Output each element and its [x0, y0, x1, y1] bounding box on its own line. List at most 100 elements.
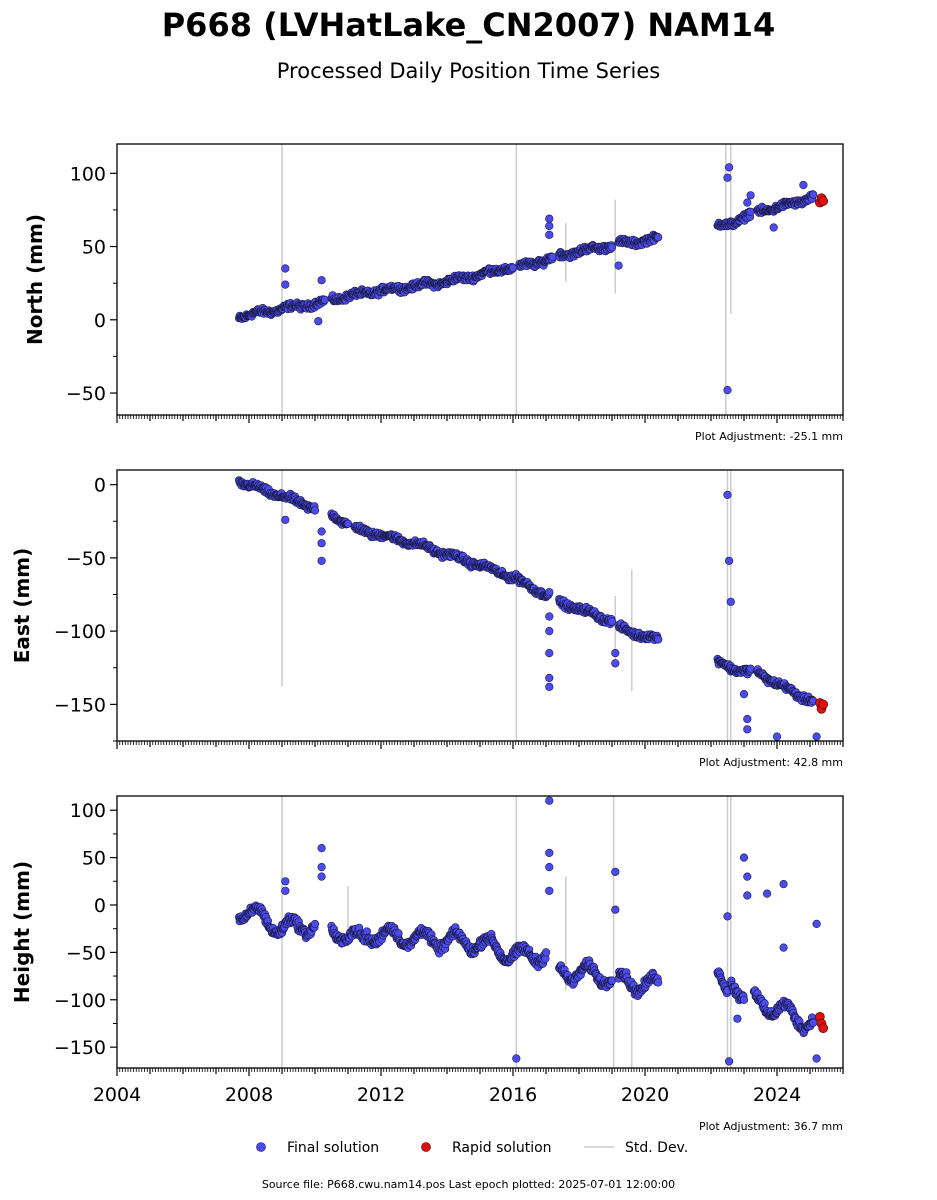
final-solution-point	[310, 919, 320, 929]
final-solution-point	[611, 867, 620, 876]
y-tick-label: −50	[66, 383, 106, 405]
final-solution-point	[317, 556, 326, 565]
final-solution-point	[812, 1054, 821, 1063]
final-solution-point	[733, 1014, 742, 1023]
final-solution-point	[607, 243, 617, 252]
final-solution-point	[545, 682, 554, 691]
final-solution-point	[281, 877, 290, 886]
final-solution-point	[545, 626, 554, 636]
y-axis-label: North (mm)	[23, 214, 47, 345]
final-solution-point	[739, 689, 749, 699]
panel-height: 100 50 0 −50 −100 −150 2004 2008 2012 2016 2020 202…	[10, 795, 844, 1133]
final-solution-point	[723, 912, 732, 921]
x-tick-label: 2016	[489, 1084, 537, 1106]
final-solution-point	[545, 230, 554, 239]
final-solution-point	[317, 276, 326, 285]
final-solution-point	[545, 862, 554, 872]
final-solution-point	[743, 714, 752, 724]
final-solution-point	[545, 588, 554, 597]
final-solution-point	[545, 221, 554, 231]
source-footer: Source file: P668.cwu.nam14.pos Last epo…	[262, 1178, 675, 1191]
panel-north: 100 50 0 −50 North (mm) Plot Adjustment: -25.…	[23, 143, 844, 443]
final-solution-point	[317, 843, 326, 853]
axes-frame	[116, 795, 844, 1069]
final-solution-point	[654, 233, 663, 242]
y-tick-label: −100	[54, 990, 106, 1012]
final-solution-point	[317, 527, 326, 536]
y-tick-label: −50	[66, 942, 106, 964]
final-solution-point	[317, 872, 326, 881]
final-solution-point	[769, 223, 778, 232]
final-solution-point	[541, 948, 551, 957]
final-solution-point	[611, 905, 620, 914]
final-solution-point	[799, 180, 808, 190]
y-tick-label: −100	[54, 621, 106, 643]
figure-title: P668 (LVHatLake_CN2007) NAM14	[162, 6, 776, 44]
final-solution-point	[779, 943, 788, 952]
final-solution-point	[743, 725, 752, 734]
final-solution-point	[762, 889, 772, 898]
final-solution-point	[611, 648, 620, 658]
final-solution-point	[281, 264, 290, 273]
final-solution-point	[545, 648, 554, 658]
final-solution-point	[654, 635, 663, 644]
rapid-solution-point	[818, 699, 829, 710]
final-solution-point	[545, 886, 554, 895]
figure-subtitle: Processed Daily Position Time Series	[277, 59, 661, 83]
legend-final-label: Final solution	[287, 1140, 379, 1156]
final-solution-point	[812, 732, 821, 741]
y-axis-label: Height (mm)	[10, 861, 34, 1003]
plot-area	[235, 796, 829, 1068]
final-solution-point	[508, 263, 518, 272]
y-tick-label: 0	[94, 310, 106, 332]
legend-rapid-label: Rapid solution	[452, 1140, 552, 1156]
final-solution-point	[739, 995, 749, 1004]
plot-adjustment-label: Plot Adjustment: 36.7 mm	[699, 1120, 843, 1133]
y-tick-label: 0	[94, 475, 106, 497]
final-solution-point	[779, 879, 788, 889]
final-solution-point	[724, 556, 734, 565]
final-solution-point	[314, 317, 323, 326]
final-solution-point	[812, 919, 821, 929]
y-tick-label: 100	[70, 800, 106, 822]
final-solution-point	[512, 1054, 521, 1063]
final-solution-point	[545, 214, 554, 223]
panel-east: 0 −50 −100 −150 East (mm) Plot Adjustment: 42…	[10, 469, 844, 769]
final-solution-point	[545, 673, 554, 683]
final-solution-point	[723, 386, 732, 395]
x-tick-label: 2004	[93, 1084, 141, 1106]
final-solution-point	[746, 191, 755, 200]
final-solution-point	[723, 490, 732, 500]
final-solution-point	[724, 1057, 734, 1066]
final-solution-point	[724, 163, 734, 172]
final-solution-point	[545, 612, 554, 621]
y-tick-label: −150	[54, 694, 106, 716]
final-solution-point	[743, 198, 752, 207]
y-axis-label: East (mm)	[10, 548, 34, 664]
x-tick-label: 2024	[753, 1084, 801, 1106]
panels: 100 50 0 −50 North (mm) Plot Adjustment: -25.…	[10, 143, 844, 1133]
rapid-solution-point	[818, 196, 829, 206]
rapid-solution-point	[818, 1023, 829, 1033]
plot-area	[235, 144, 829, 415]
final-solution-point	[739, 853, 749, 862]
final-solution-point	[607, 617, 617, 626]
final-solution-point	[611, 659, 620, 668]
plot-area	[235, 470, 829, 741]
y-tick-label: 50	[82, 237, 106, 259]
y-tick-label: −50	[66, 548, 106, 570]
axes-frame	[116, 469, 844, 742]
final-solution-point	[726, 597, 735, 606]
final-solution-point	[723, 173, 732, 182]
final-solution-point	[743, 891, 752, 900]
final-solution-point	[281, 886, 290, 895]
final-solution-point	[772, 732, 782, 741]
legend-final-marker	[256, 1142, 266, 1152]
final-solution-point	[343, 519, 353, 528]
x-tick-label: 2020	[621, 1084, 669, 1106]
final-solution-point	[809, 1018, 818, 1027]
final-solution-point	[281, 515, 290, 524]
legend: Final solution Rapid solution Std. Dev.	[256, 1140, 688, 1156]
final-solution-point	[545, 848, 554, 858]
